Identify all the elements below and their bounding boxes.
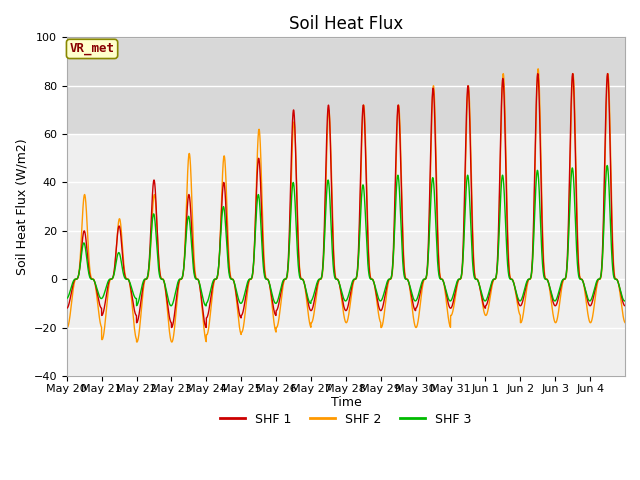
SHF 2 (179, 274, 186, 280)
SHF 1 (179, 274, 186, 279)
SHF 2 (621, 320, 629, 325)
SHF 1 (168, 324, 175, 330)
SHF 2 (534, 66, 542, 72)
SHF 1 (541, 275, 548, 281)
SHF 3 (167, 303, 175, 309)
SHF 3 (527, 275, 534, 281)
SHF 2 (541, 274, 549, 280)
SHF 3 (604, 163, 611, 168)
SHF 1 (367, 276, 374, 281)
SHF 2 (133, 339, 141, 345)
SHF 3 (367, 276, 374, 282)
SHF 2 (63, 324, 70, 330)
Line: SHF 2: SHF 2 (67, 69, 625, 342)
Y-axis label: Soil Heat Flux (W/m2): Soil Heat Flux (W/m2) (15, 138, 28, 275)
SHF 1 (621, 303, 629, 309)
SHF 3 (499, 174, 507, 180)
SHF 2 (367, 275, 374, 280)
SHF 2 (499, 71, 507, 77)
Legend: SHF 1, SHF 2, SHF 3: SHF 1, SHF 2, SHF 3 (215, 408, 477, 431)
SHF 1 (63, 305, 70, 311)
SHF 1 (397, 157, 404, 163)
X-axis label: Time: Time (330, 396, 361, 409)
SHF 3 (179, 273, 186, 279)
Line: SHF 1: SHF 1 (67, 73, 625, 327)
Text: VR_met: VR_met (70, 42, 115, 55)
SHF 2 (397, 144, 404, 149)
SHF 3 (621, 298, 629, 304)
SHF 1 (527, 276, 534, 281)
Line: SHF 3: SHF 3 (67, 166, 625, 306)
SHF 2 (527, 276, 534, 282)
Bar (67, 37, 625, 134)
SHF 1 (499, 76, 507, 82)
SHF 3 (63, 296, 70, 301)
SHF 3 (541, 276, 548, 282)
SHF 3 (397, 213, 404, 219)
Title: Soil Heat Flux: Soil Heat Flux (289, 15, 403, 33)
SHF 1 (604, 71, 611, 76)
